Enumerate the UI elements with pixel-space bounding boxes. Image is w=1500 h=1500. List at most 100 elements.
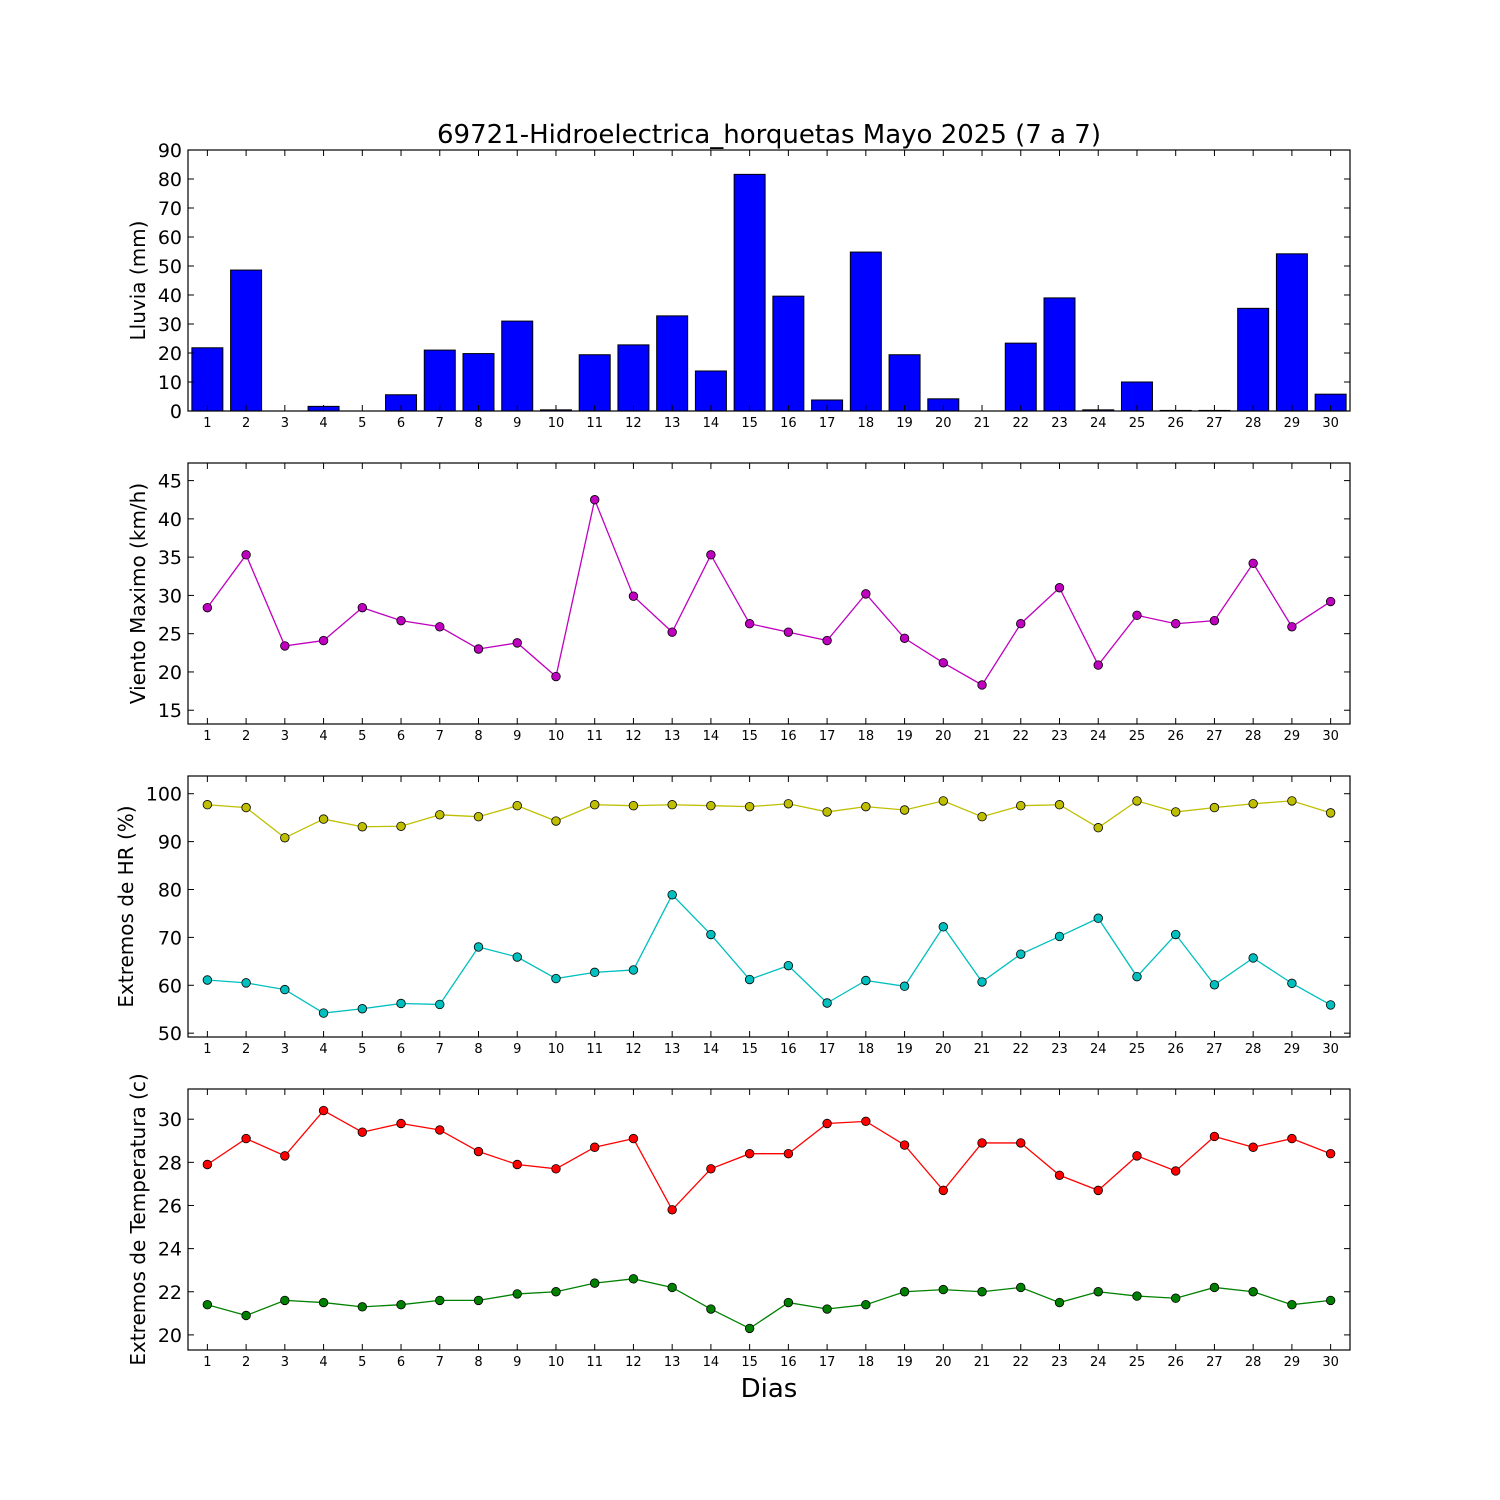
data-point (1016, 1282, 1026, 1293)
data-point (202, 975, 213, 985)
x-tick-label: 27 (1206, 1042, 1223, 1057)
series-line (207, 893, 1331, 1014)
x-tick-label: 7 (436, 416, 444, 431)
x-tick-label: 30 (1322, 1355, 1339, 1370)
x-tick-label: 24 (1090, 1355, 1107, 1370)
series-line (206, 497, 1331, 686)
data-point (783, 1297, 794, 1308)
data-point (822, 1304, 832, 1314)
data-point (202, 800, 213, 810)
data-point (396, 1118, 406, 1129)
data-point (822, 635, 832, 646)
y-tick-label: 100 (146, 784, 182, 806)
x-tick-label: 22 (1012, 729, 1029, 744)
x-tick-label: 1 (203, 729, 211, 744)
data-point (396, 998, 406, 1009)
series-1 (202, 796, 1336, 843)
data-point (1093, 913, 1103, 923)
x-tick-label: 30 (1322, 416, 1339, 431)
x-tick-label: 13 (664, 1042, 681, 1057)
x-tick-label: 5 (358, 416, 366, 431)
x-tick-label: 1 (203, 1355, 211, 1370)
x-tick-label: 16 (780, 729, 797, 744)
data-point (318, 635, 329, 646)
x-tick-label: 19 (896, 1042, 913, 1057)
x-tick-label: 16 (780, 1355, 797, 1370)
series-2 (202, 1274, 1336, 1334)
x-tick-label: 10 (548, 416, 565, 431)
x-tick-label: 28 (1245, 1355, 1262, 1370)
data-point (667, 1282, 677, 1293)
y-tick-label: 25 (158, 624, 182, 646)
y-tick-label: 20 (158, 343, 182, 365)
y-tick-label: 15 (158, 700, 182, 722)
x-tick-label: 9 (513, 729, 521, 744)
data-point (899, 805, 910, 815)
x-tick-label: 8 (474, 1355, 482, 1370)
x-tick-label: 26 (1167, 729, 1184, 744)
x-tick-label: 6 (397, 416, 405, 431)
x-tick-label: 9 (513, 1042, 521, 1057)
x-tick-label: 10 (548, 1355, 565, 1370)
data-point (1016, 949, 1026, 959)
bar (1275, 253, 1308, 412)
data-point (1248, 558, 1258, 568)
data-point (667, 1205, 677, 1215)
x-tick-label: 16 (780, 416, 797, 431)
y-tick-label: 35 (158, 547, 182, 569)
y-tick-label: 0 (170, 401, 182, 423)
x-tick-label: 18 (858, 1042, 875, 1057)
y-tick-label: 50 (158, 1023, 182, 1045)
x-tick-label: 10 (548, 729, 565, 744)
data-point (1287, 978, 1297, 989)
x-tick-label: 3 (281, 416, 289, 431)
y-tick-label: 28 (158, 1152, 182, 1174)
data-point (1170, 807, 1181, 817)
data-point (1132, 610, 1142, 621)
data-point (318, 814, 329, 824)
y-tick-label: 70 (158, 198, 182, 220)
data-point (202, 602, 213, 613)
x-tick-label: 29 (1284, 416, 1301, 431)
data-point (1132, 1291, 1142, 1301)
data-point (1016, 1138, 1026, 1148)
bar (230, 269, 263, 412)
axes-frame (187, 462, 1351, 725)
data-point (1325, 596, 1336, 607)
series-line (207, 1278, 1331, 1330)
x-tick-label: 5 (358, 1355, 366, 1370)
data-point (1170, 1293, 1181, 1303)
x-tick-label: 14 (703, 729, 720, 744)
x-tick-label: 27 (1206, 416, 1223, 431)
x-tick-label: 20 (935, 1355, 952, 1370)
x-tick-label: 19 (896, 1355, 913, 1370)
series-2 (202, 890, 1336, 1018)
x-tick-label: 22 (1012, 416, 1029, 431)
data-point (744, 974, 755, 985)
data-point (1287, 1133, 1297, 1144)
data-point (590, 495, 600, 505)
bar (462, 353, 495, 412)
x-tick-label: 2 (242, 416, 250, 431)
data-point (1248, 799, 1258, 809)
x-tick-label: 11 (586, 729, 603, 744)
y-tick-label: 90 (158, 832, 182, 854)
x-tick-label: 18 (858, 416, 875, 431)
data-point (512, 1159, 522, 1170)
data-point (938, 658, 949, 668)
x-tick-label: 13 (664, 729, 681, 744)
data-point (473, 942, 484, 952)
data-point (899, 1287, 910, 1297)
x-tick-label: 20 (935, 1042, 952, 1057)
data-point (280, 984, 290, 995)
x-tick-label: 25 (1129, 1355, 1146, 1370)
data-point (473, 644, 484, 654)
x-tick-label: 3 (281, 1355, 289, 1370)
data-point (473, 812, 484, 822)
x-tick-label: 8 (474, 416, 482, 431)
series-1 (202, 1105, 1336, 1215)
x-tick-label: 26 (1167, 416, 1184, 431)
x-tick-label: 22 (1012, 1355, 1029, 1370)
series-1 (191, 173, 1347, 412)
